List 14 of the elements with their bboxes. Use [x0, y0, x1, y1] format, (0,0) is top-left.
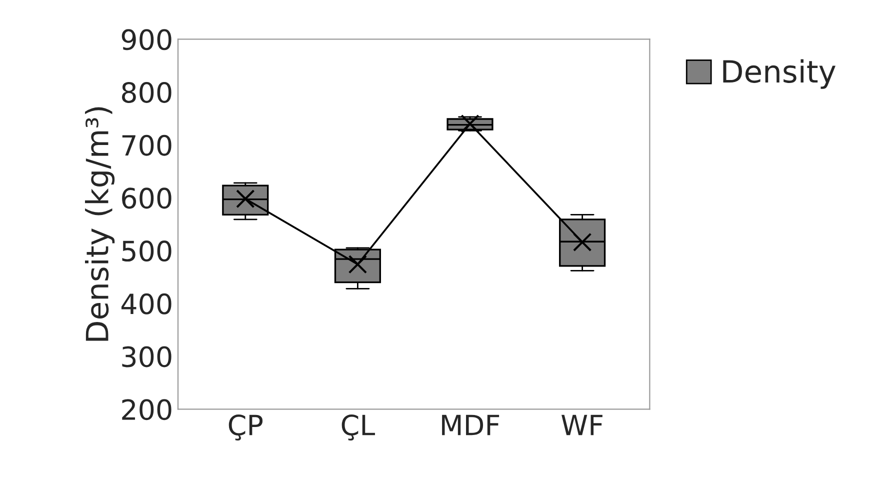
x-tick-label: ÇP: [228, 414, 263, 440]
y-axis-title: Density (kg/m³): [84, 107, 115, 341]
x-tick-label: ÇL: [342, 414, 375, 440]
y-tick-label: 600: [122, 188, 172, 209]
y-tick-label: 300: [122, 346, 172, 368]
y-tick-label: 700: [122, 134, 172, 156]
x-tick-label: MDF: [442, 414, 500, 436]
y-tick-label: 400: [121, 293, 172, 314]
y-tick-label: 200: [122, 399, 172, 420]
y-tick-label: 500: [122, 240, 172, 262]
y-tick-label: 900: [122, 29, 172, 50]
legend-label: Density: [723, 59, 836, 89]
x-tick-label: WF: [562, 414, 602, 436]
y-tick-label: 800: [122, 82, 172, 103]
